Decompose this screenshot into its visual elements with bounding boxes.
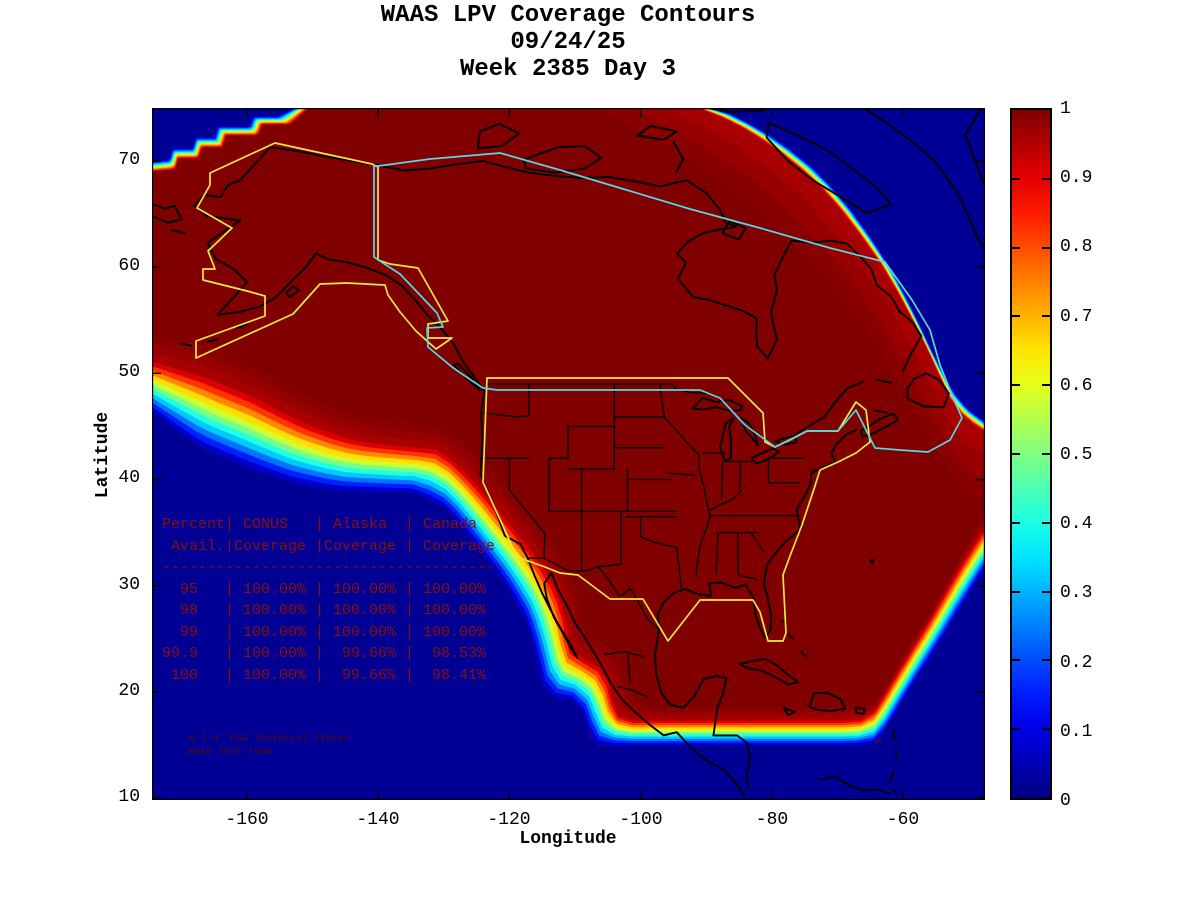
colorbar-tick [1012, 315, 1020, 318]
map-plot-area [150, 102, 1006, 802]
colorbar-tick [1042, 453, 1050, 455]
colorbar-tick-label: 0.1 [1060, 722, 1093, 742]
colorbar-tick [1012, 177, 1020, 180]
colorbar-tick [1042, 384, 1050, 387]
credit-text: W.J.H. FAA Technical Center WAAS Test Te… [188, 733, 350, 759]
colorbar-tick-label: 0.2 [1060, 653, 1093, 673]
colorbar-tick-label: 0.5 [1060, 445, 1093, 465]
y-axis-label: Latitude [93, 411, 113, 499]
colorbar-tick [1012, 384, 1020, 387]
coverage-table-line: Percent| CONUS | Alaska | Canada [162, 516, 478, 533]
colorbar-tick [1012, 728, 1020, 731]
coverage-table-line: -------------------------------------- [162, 559, 505, 576]
coverage-table: Percent| CONUS | Alaska | Canada Avail.|… [162, 514, 504, 686]
colorbar-tick-label: 0.4 [1060, 514, 1093, 534]
plot-week-day: Week 2385 Day 3 [459, 56, 677, 83]
colorbar-tick [1012, 659, 1020, 662]
colorbar-tick [1012, 453, 1020, 455]
x-tick-label: -100 [619, 810, 663, 830]
colorbar-tick [1042, 177, 1050, 180]
colorbar-tick-label: 0.9 [1060, 168, 1093, 188]
colorbar-tick [1042, 728, 1050, 731]
x-tick-label: -60 [886, 810, 920, 830]
colorbar-tick [1012, 246, 1020, 249]
x-tick-label: -160 [225, 810, 269, 830]
x-tick-label: -80 [755, 810, 789, 830]
credit-line: W.J.H. FAA Technical Center [188, 734, 351, 745]
colorbar-tick-label: 0 [1060, 791, 1071, 811]
coverage-table-line: 99 | 100.00% | 100.00% | 100.00% [162, 623, 487, 641]
y-tick-label: 50 [118, 362, 140, 382]
credit-line: WAAS Test Team [188, 747, 273, 758]
y-tick-label: 10 [118, 787, 140, 807]
plot-title: WAAS LPV Coverage Contours [380, 2, 756, 29]
coverage-table-line: 95 | 100.00% | 100.00% | 100.00% [162, 580, 487, 598]
colorbar-tick [1012, 521, 1020, 524]
coverage-table-line: 100 | 100.00% | 99.66% | 98.41% [162, 666, 487, 684]
colorbar-tick [1042, 659, 1050, 662]
colorbar-tick [1042, 590, 1050, 593]
x-tick-label: -120 [487, 810, 531, 830]
coverage-table-line: Avail.|Coverage |Coverage | Coverage [162, 537, 496, 555]
colorbar-tick-label: 0.7 [1060, 307, 1093, 327]
colorbar-tick [1012, 590, 1020, 593]
colorbar-tick [1042, 521, 1050, 524]
colorbar-tick-label: 0.6 [1060, 376, 1093, 396]
y-tick-label: 30 [118, 575, 140, 595]
y-tick-label: 70 [118, 150, 140, 170]
x-tick-label: -140 [356, 810, 400, 830]
y-tick-label: 40 [118, 468, 140, 488]
colorbar-tick [1042, 315, 1050, 318]
y-tick-label: 20 [118, 681, 140, 701]
colorbar-tick [1042, 246, 1050, 249]
colorbar-tick-label: 1 [1060, 99, 1071, 119]
coverage-table-line: 98 | 100.00% | 100.00% | 100.00% [162, 602, 487, 619]
plot-date: 09/24/25 [510, 29, 626, 56]
coverage-table-line: 99.9 | 100.00% | 99.66% | 98.53% [162, 645, 487, 662]
y-tick-label: 60 [118, 256, 140, 276]
colorbar [1010, 108, 1052, 800]
colorbar-tick-label: 0.3 [1060, 583, 1093, 603]
colorbar-tick-label: 0.8 [1060, 237, 1093, 257]
x-axis-label: Longitude [519, 829, 617, 849]
